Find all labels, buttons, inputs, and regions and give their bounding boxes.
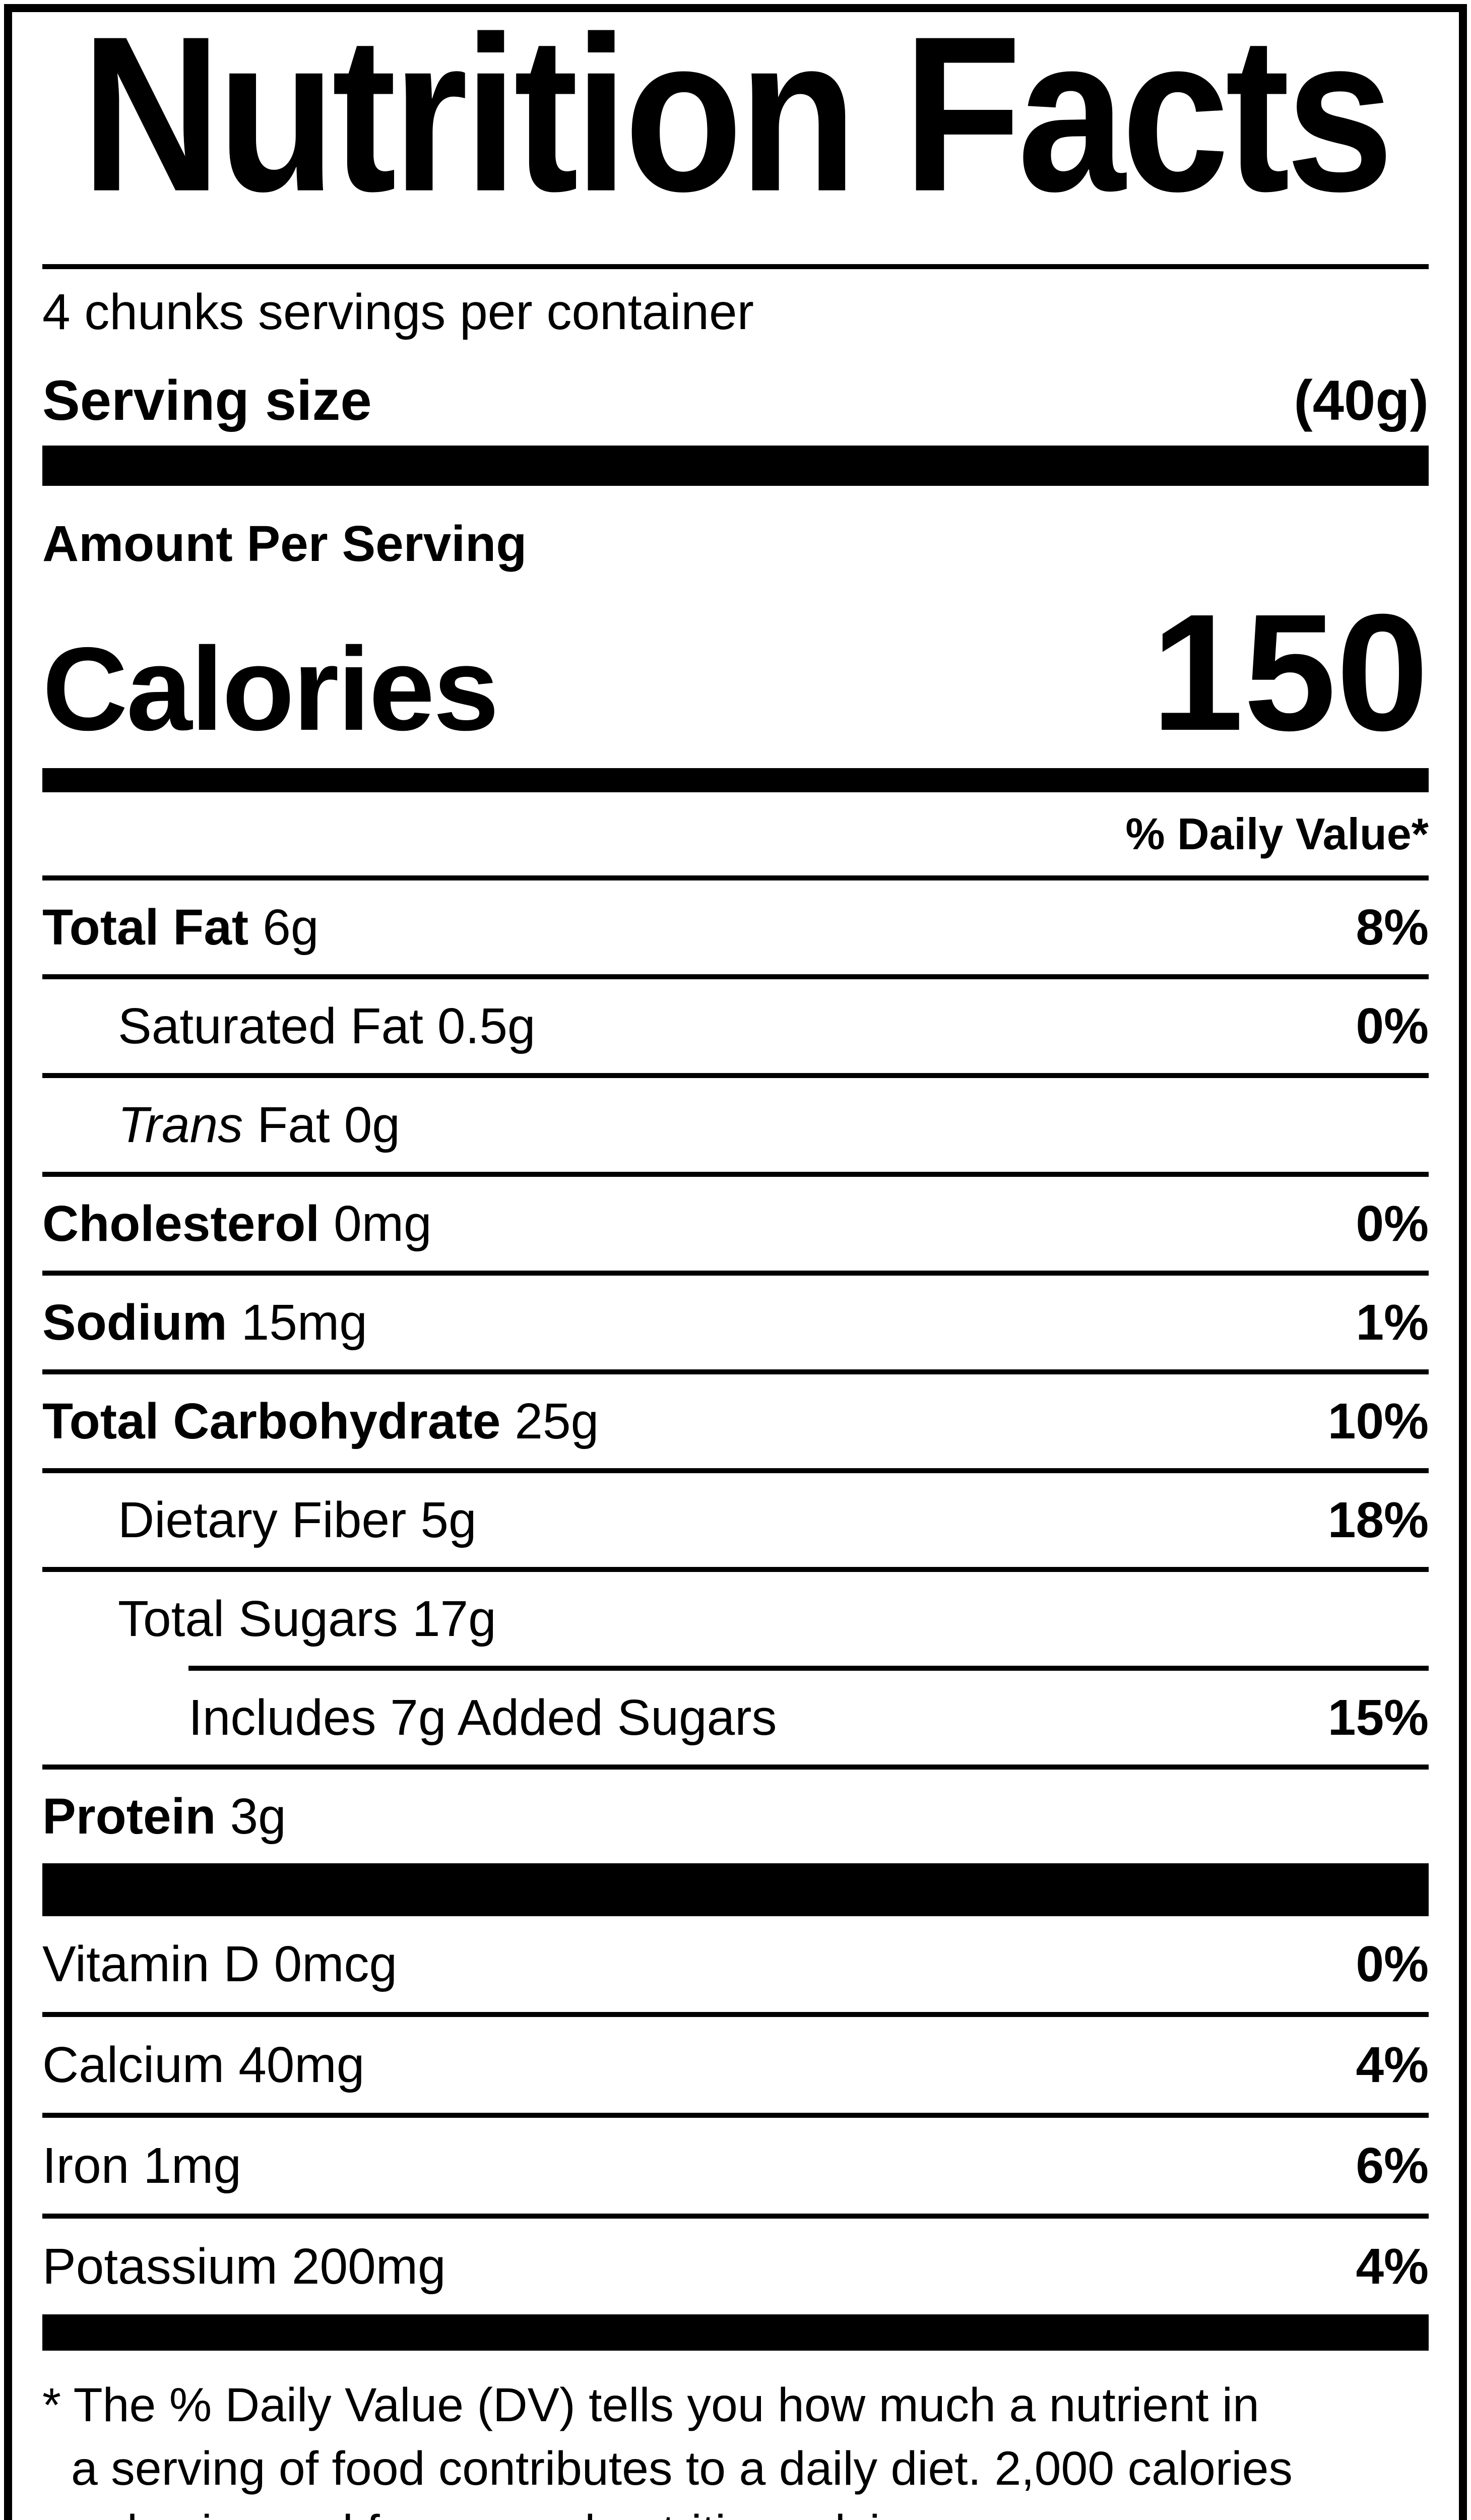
nutrient-amount: 6g [263, 899, 319, 956]
vitamin-row-iron: Iron 1mg 6% [42, 2118, 1429, 2214]
nutrient-dv: 18% [1327, 1491, 1429, 1548]
vitamin-name: Calcium [42, 2036, 225, 2093]
footnote-line: a day is used for general nutrition advi… [42, 2500, 1429, 2520]
vitamin-amount: 200mg [291, 2238, 446, 2295]
thick-bar-serving [42, 446, 1429, 486]
serving-size-value: (40g) [1294, 368, 1429, 432]
nutrient-name-italic: Trans [118, 1096, 243, 1153]
divider-under-title [42, 264, 1429, 269]
nutrient-row-cholesterol: Cholesterol 0mg 0% [42, 1177, 1429, 1271]
nutrient-dv: 0% [1356, 997, 1429, 1054]
serving-size-row: Serving size (40g) [42, 355, 1429, 446]
divider [42, 1073, 1429, 1078]
vitamin-name: Iron [42, 2137, 130, 2194]
divider-partial [188, 1666, 1429, 1671]
nutrition-facts-label: Nutrition Facts 4 chunks servings per co… [4, 4, 1467, 2520]
vitamin-amount: 40mg [238, 2036, 365, 2093]
divider [42, 2113, 1429, 2118]
nutrient-row-saturated-fat: Saturated Fat 0.5g 0% [42, 979, 1429, 1073]
divider [42, 1765, 1429, 1770]
nutrient-row-sodium: Sodium 15mg 1% [42, 1276, 1429, 1369]
servings-per-container: 4 chunks servings per container [42, 283, 754, 340]
nutrient-amount: 3g [230, 1788, 286, 1845]
nutrient-dv: 10% [1327, 1393, 1429, 1450]
nutrient-amount: 25g [515, 1393, 599, 1450]
divider [42, 1468, 1429, 1473]
calories-label: Calories [42, 622, 499, 755]
nutrient-amount: 17g [412, 1590, 496, 1647]
nutrient-amount: 0.5g [437, 997, 536, 1054]
nutrient-dv: 0% [1356, 1195, 1429, 1252]
footnote-line: a serving of food contributes to a daily… [71, 2442, 1293, 2495]
divider [42, 2012, 1429, 2017]
nutrient-amount: 0mg [334, 1195, 432, 1252]
nutrient-name: Total Fat [42, 899, 249, 956]
vitamin-row-calcium: Calcium 40mg 4% [42, 2017, 1429, 2113]
vitamin-row-vitamin-d: Vitamin D 0mcg 0% [42, 1916, 1429, 2012]
nutrient-dv: 15% [1327, 1689, 1429, 1746]
nutrient-name: Cholesterol [42, 1195, 320, 1252]
divider [42, 974, 1429, 979]
nutrient-dv: 8% [1356, 899, 1429, 956]
calories-value: 150 [1151, 579, 1429, 765]
vitamin-name: Vitamin D [42, 1935, 260, 1992]
divider [42, 1271, 1429, 1276]
nutrient-amount: 0g [344, 1096, 400, 1153]
vitamin-amount: 1mg [143, 2137, 241, 2194]
nutrient-row-added-sugars: Includes 7g Added Sugars 15% [42, 1671, 1429, 1765]
vitamin-dv: 4% [1356, 2238, 1429, 2295]
nutrient-name: Dietary Fiber [118, 1491, 407, 1548]
nutrient-amount: 15mg [241, 1294, 367, 1351]
divider [42, 1369, 1429, 1374]
daily-value-header: % Daily Value* [1125, 808, 1429, 859]
daily-value-footnote: * The % Daily Value (DV) tells you how m… [42, 2351, 1429, 2520]
nutrient-name: Includes 7g Added Sugars [188, 1689, 777, 1746]
thick-bar-protein [42, 1863, 1429, 1916]
vitamin-row-potassium: Potassium 200mg 4% [42, 2219, 1429, 2314]
amount-per-serving-label: Amount Per Serving [42, 515, 527, 572]
nutrient-dv: 1% [1356, 1294, 1429, 1351]
divider [42, 1567, 1429, 1572]
nutrient-name: Sodium [42, 1294, 227, 1351]
nutrient-row-dietary-fiber: Dietary Fiber 5g 18% [42, 1473, 1429, 1567]
nutrient-name: Protein [42, 1788, 216, 1845]
serving-size-label: Serving size [42, 368, 372, 432]
nutrient-name: Saturated Fat [118, 997, 423, 1054]
divider [42, 875, 1429, 880]
nutrient-name: Total Carbohydrate [42, 1393, 501, 1450]
nutrient-row-trans-fat: Trans Fat 0g [42, 1078, 1429, 1172]
nutrient-row-total-carbohydrate: Total Carbohydrate 25g 10% [42, 1374, 1429, 1468]
vitamin-name: Potassium [42, 2238, 278, 2295]
label-title: Nutrition Facts [81, 4, 1393, 238]
vitamin-dv: 0% [1356, 1935, 1429, 1992]
thick-bar-calories [42, 768, 1429, 792]
nutrient-row-total-sugars: Total Sugars 17g [42, 1572, 1429, 1666]
vitamin-amount: 0mcg [274, 1935, 398, 1992]
nutrient-row-total-fat: Total Fat 6g 8% [42, 880, 1429, 974]
calories-row: Calories 150 [42, 577, 1429, 765]
thick-bar-footnote [42, 2314, 1429, 2351]
nutrient-name: Fat [257, 1096, 330, 1153]
vitamin-dv: 4% [1356, 2036, 1429, 2093]
divider [42, 1172, 1429, 1177]
footnote-line: * The % Daily Value (DV) tells you how m… [42, 2378, 1259, 2432]
nutrient-amount: 5g [420, 1491, 477, 1548]
vitamin-dv: 6% [1356, 2137, 1429, 2194]
divider [42, 2214, 1429, 2219]
nutrient-name: Total Sugars [118, 1590, 398, 1647]
nutrient-row-protein: Protein 3g [42, 1770, 1429, 1863]
